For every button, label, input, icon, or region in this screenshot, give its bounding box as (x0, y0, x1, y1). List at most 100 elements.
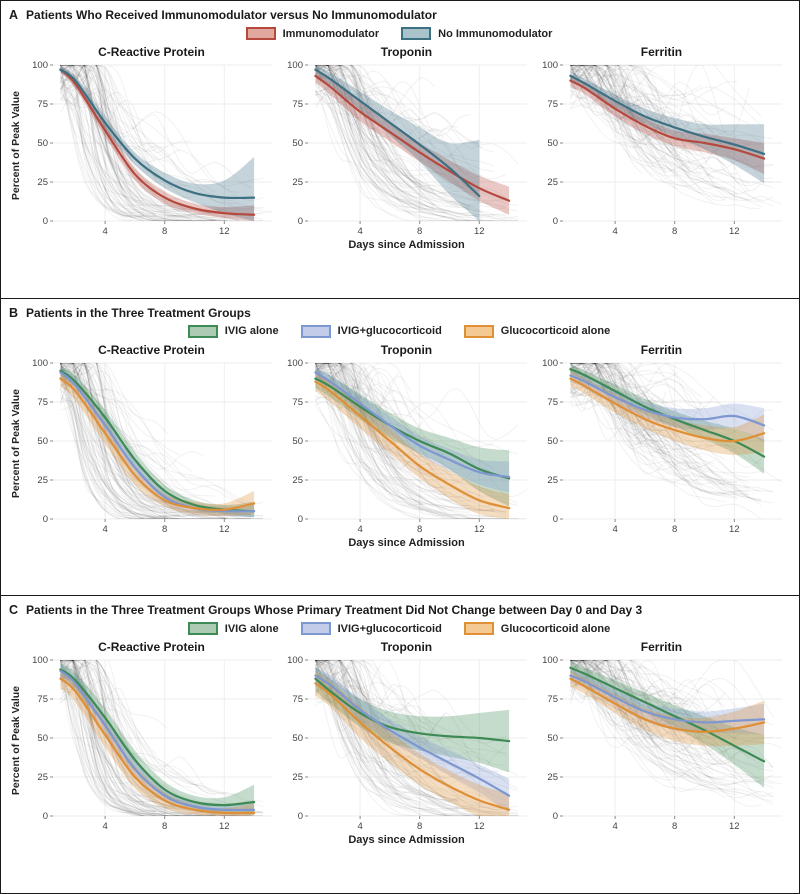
svg-text:50: 50 (38, 138, 49, 149)
svg-text:8: 8 (673, 226, 678, 237)
chart-b-crp: C-Reactive Protein 4 8 12 0 25 50 75 100 (24, 341, 279, 536)
legend-label: No Immunomodulator (438, 27, 553, 40)
panel-b-yaxis-label-col: Percent of Peak Value (9, 341, 24, 536)
svg-text:75: 75 (38, 99, 49, 110)
chart-c-troponin: Troponin 4 8 12 0 25 50 75 100 (279, 638, 534, 833)
legend-swatch (187, 622, 218, 636)
legend-label: IVIG+glucocorticoid (337, 325, 442, 338)
x-axis-label: Days since Admission (348, 239, 465, 251)
svg-text:75: 75 (38, 694, 49, 705)
svg-text:0: 0 (43, 514, 48, 525)
svg-text:50: 50 (293, 733, 304, 744)
svg-text:25: 25 (293, 772, 304, 783)
panel-c-header: C Patients in the Three Treatment Groups… (9, 603, 789, 617)
chart-canvas-a-ferritin: 4 8 12 0 25 50 75 100 (543, 60, 783, 237)
legend-swatch (401, 27, 432, 40)
chart-c-crp: C-Reactive Protein 4 8 12 0 25 50 75 100 (24, 638, 279, 833)
svg-text:75: 75 (548, 99, 559, 110)
svg-text:8: 8 (673, 524, 678, 535)
legend-label: IVIG+glucocorticoid (337, 622, 442, 635)
panel-a: A Patients Who Received Immunomodulator … (1, 1, 799, 299)
panel-c-charts: Percent of Peak Value C-Reactive Protein… (9, 638, 789, 833)
y-axis-label: Percent of Peak Value (10, 686, 23, 796)
chart-title-crp: C-Reactive Protein (98, 45, 205, 59)
chart-canvas-c-crp: 4 8 12 0 25 50 75 100 (33, 655, 273, 832)
panel-b-legend: IVIG alone IVIG+glucocorticoid Glucocortic… (9, 324, 789, 338)
panel-a-charts: Percent of Peak Value C-Reactive Protein… (9, 43, 789, 238)
svg-text:12: 12 (219, 226, 230, 237)
chart-canvas-c-troponin: 4 8 12 0 25 50 75 100 (288, 655, 528, 832)
panel-a-title: Patients Who Received Immunomodulator ve… (26, 8, 437, 22)
svg-text:12: 12 (729, 226, 740, 237)
svg-text:0: 0 (553, 811, 558, 822)
svg-text:25: 25 (548, 177, 559, 188)
chart-title-ferritin: Ferritin (640, 640, 683, 655)
svg-text:50: 50 (548, 436, 559, 447)
svg-text:8: 8 (418, 524, 423, 535)
svg-text:8: 8 (162, 821, 167, 832)
chart-b-troponin: Troponin 4 8 12 0 25 50 75 100 (279, 341, 534, 536)
svg-text:50: 50 (548, 733, 559, 744)
legend-item: IVIG+glucocorticoid (300, 622, 442, 636)
panel-a-letter: A (9, 8, 19, 22)
svg-text:100: 100 (288, 358, 304, 369)
svg-text:50: 50 (548, 138, 559, 149)
chart-c-ferritin: Ferritin 4 8 12 0 25 50 75 100 (534, 638, 789, 833)
panel-b-letter: B (9, 305, 19, 320)
legend-swatch (300, 324, 331, 338)
svg-text:100: 100 (288, 655, 304, 666)
svg-text:0: 0 (553, 216, 558, 227)
chart-a-troponin: Troponin 4 8 12 0 25 50 75 100 (279, 43, 534, 238)
svg-text:25: 25 (38, 475, 49, 486)
legend-swatch (187, 324, 218, 338)
svg-text:12: 12 (729, 821, 740, 832)
legend-label: IVIG alone (224, 325, 279, 338)
svg-text:25: 25 (293, 177, 304, 188)
legend-swatch (245, 27, 276, 40)
chart-canvas-b-troponin: 4 8 12 0 25 50 75 100 (288, 358, 528, 535)
svg-text:0: 0 (298, 514, 303, 525)
panel-c-legend: IVIG alone IVIG+glucocorticoid Glucocortic… (9, 622, 789, 636)
chart-canvas-a-troponin: 4 8 12 0 25 50 75 100 (288, 60, 528, 237)
svg-text:75: 75 (293, 694, 304, 705)
svg-text:4: 4 (613, 524, 618, 535)
svg-text:12: 12 (729, 524, 740, 535)
chart-title-ferritin: Ferritin (640, 342, 683, 357)
legend-swatch (463, 324, 494, 338)
legend-item: No Immunomodulator (401, 27, 552, 40)
svg-text:8: 8 (418, 821, 423, 832)
svg-text:100: 100 (33, 358, 49, 369)
svg-text:25: 25 (38, 177, 49, 188)
svg-text:12: 12 (219, 524, 230, 535)
svg-text:12: 12 (474, 524, 485, 535)
svg-text:50: 50 (293, 138, 304, 149)
svg-text:12: 12 (474, 226, 485, 237)
svg-text:0: 0 (553, 514, 558, 525)
chart-canvas-b-crp: 4 8 12 0 25 50 75 100 (33, 358, 273, 535)
svg-text:100: 100 (543, 60, 559, 71)
svg-text:25: 25 (548, 475, 559, 486)
chart-title-troponin: Troponin (380, 45, 433, 59)
svg-text:0: 0 (298, 811, 303, 822)
svg-text:100: 100 (288, 60, 304, 71)
svg-text:0: 0 (298, 216, 303, 227)
chart-a-ferritin: Ferritin 4 8 12 0 25 50 75 100 (534, 43, 789, 238)
svg-text:12: 12 (474, 821, 485, 832)
y-axis-label: Percent of Peak Value (10, 90, 23, 201)
panel-b-charts: Percent of Peak Value C-Reactive Protein… (9, 341, 789, 536)
chart-title-troponin: Troponin (380, 640, 433, 655)
svg-text:25: 25 (293, 475, 304, 486)
chart-canvas-a-crp: 4 8 12 0 25 50 75 100 (33, 60, 273, 237)
legend-label: IVIG alone (224, 622, 279, 635)
legend-item: Glucocorticoid alone (463, 324, 610, 338)
panel-a-yaxis-label-col: Percent of Peak Value (9, 43, 24, 238)
svg-text:100: 100 (33, 655, 49, 666)
legend-item: Glucocorticoid alone (463, 622, 610, 636)
svg-text:4: 4 (103, 226, 108, 237)
panel-b-title: Patients in the Three Treatment Groups (26, 305, 251, 320)
legend-item: Immunomodulator (245, 27, 379, 40)
svg-text:75: 75 (548, 694, 559, 705)
legend-swatch (300, 622, 331, 636)
svg-text:25: 25 (548, 772, 559, 783)
